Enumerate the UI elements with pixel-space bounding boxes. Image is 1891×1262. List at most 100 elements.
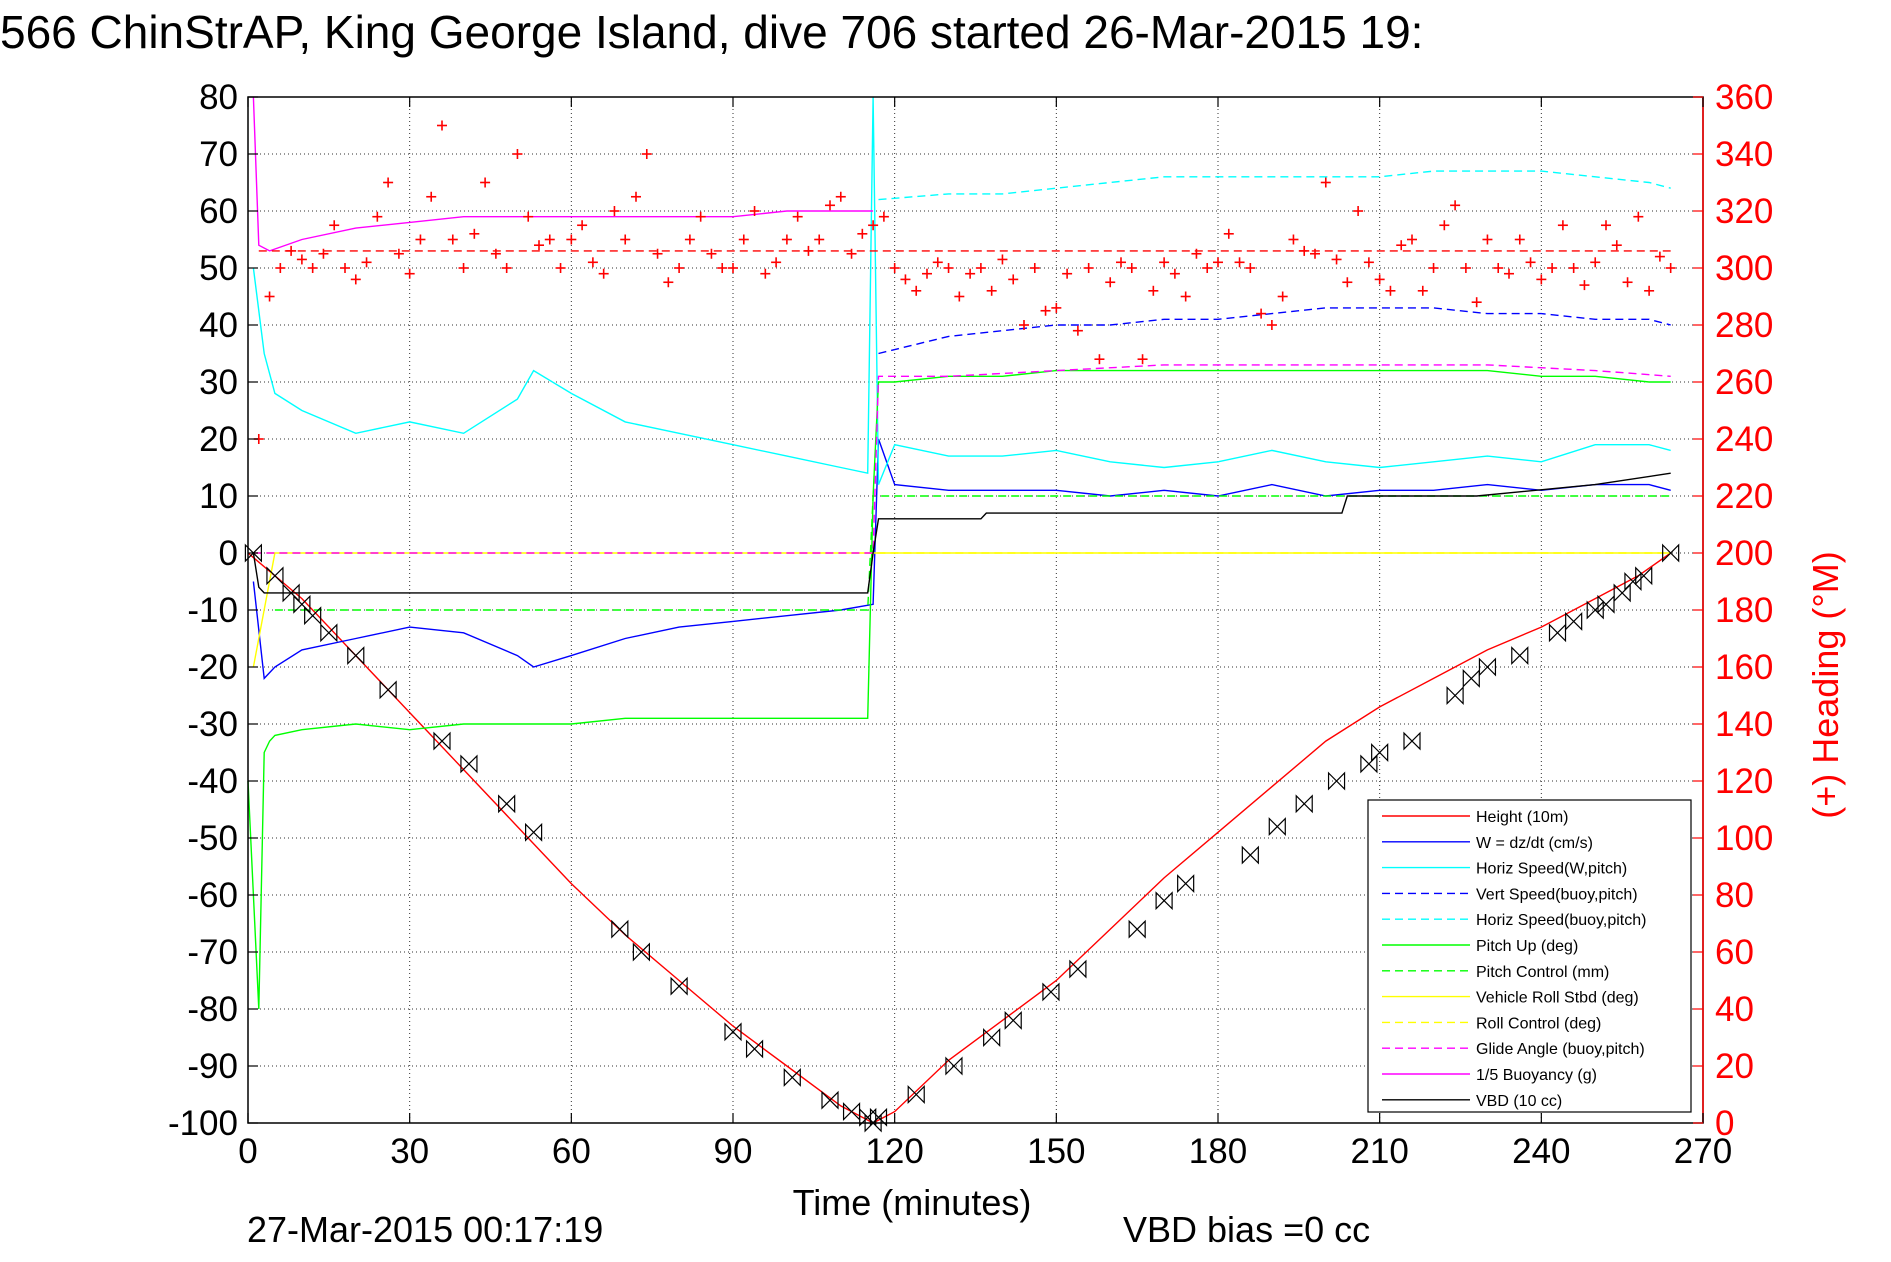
- depth-marker: [1511, 646, 1529, 666]
- heading-point: [286, 245, 297, 256]
- depth-marker: [1371, 743, 1389, 762]
- heading-point: [372, 211, 383, 222]
- heading-point: [1277, 291, 1288, 302]
- legend-label: W = dz/dt (cm/s): [1476, 835, 1593, 852]
- heading-point: [1504, 268, 1514, 279]
- depth-marker: [433, 731, 451, 751]
- y-tick-label: -40: [187, 762, 238, 801]
- heading-point: [1320, 177, 1331, 188]
- legend-label: Height (10m): [1476, 809, 1568, 826]
- heading-point: [437, 120, 447, 131]
- legend-label: Horiz Speed(W,pitch): [1476, 861, 1627, 878]
- heading-point: [1622, 277, 1633, 288]
- heading-point: [1213, 257, 1223, 268]
- heading-point: [1191, 248, 1202, 259]
- series-line-6: [274, 495, 1671, 611]
- heading-point: [684, 234, 695, 245]
- y-tick-label: -50: [187, 819, 238, 858]
- y-tick-label: 80: [199, 78, 238, 117]
- heading-point: [1428, 263, 1439, 273]
- depth-marker: [304, 606, 322, 626]
- y-right-tick-label: 60: [1715, 933, 1754, 972]
- heading-point: [1601, 220, 1611, 231]
- y-tick-label: -90: [187, 1047, 238, 1086]
- heading-point: [814, 234, 825, 245]
- heading-point: [1363, 257, 1374, 268]
- heading-point: [1256, 308, 1267, 319]
- series-line-10: [252, 96, 874, 252]
- y-tick-label: -10: [187, 591, 238, 630]
- heading-point: [1654, 251, 1665, 262]
- y-tick-label: 10: [199, 477, 238, 516]
- heading-point: [1644, 285, 1655, 296]
- y-tick-label: -100: [168, 1104, 238, 1143]
- heading-point: [954, 291, 965, 302]
- heading-point: [997, 254, 1008, 265]
- legend: Height (10m) W = dz/dt (cm/s) Horiz Speed(…: [1367, 799, 1692, 1113]
- heading-point: [620, 234, 631, 245]
- legend-box: [1367, 799, 1692, 1113]
- depth-marker: [1478, 657, 1497, 677]
- depth-marker: [1403, 731, 1421, 751]
- depth-marker: [1565, 611, 1583, 631]
- heading-point: [307, 263, 318, 273]
- heading-point: [264, 291, 275, 302]
- heading-point: [1665, 263, 1676, 273]
- depth-marker: [1635, 566, 1653, 586]
- heading-point: [1460, 263, 1471, 273]
- y-right-tick-label: 120: [1715, 762, 1773, 801]
- heading-point: [1040, 305, 1051, 316]
- depth-marker: [745, 1039, 764, 1059]
- heading-point: [943, 263, 954, 273]
- heading-point: [1482, 234, 1493, 245]
- y-right-tick-label: 100: [1715, 819, 1773, 858]
- depth-marker: [266, 566, 284, 586]
- depth-marker: [821, 1090, 839, 1110]
- series-line-3: [878, 307, 1671, 355]
- y-right-tick-label: 180: [1715, 591, 1773, 630]
- y-right-tick-label: 260: [1715, 363, 1773, 402]
- heading-point: [1557, 220, 1568, 231]
- heading-point: [760, 268, 771, 279]
- series-line-11: [252, 472, 1671, 594]
- heading-point: [523, 211, 534, 222]
- heading-point: [717, 263, 728, 273]
- legend-label: Vert Speed(buoy,pitch): [1476, 886, 1638, 903]
- heading-point: [1083, 263, 1094, 273]
- heading-point: [1407, 234, 1417, 245]
- series-line-4: [878, 170, 1671, 201]
- x-tick-label: 210: [1350, 1132, 1408, 1171]
- heading-point: [781, 234, 792, 245]
- x-tick-label: 240: [1512, 1132, 1570, 1171]
- x-tick-label: 120: [865, 1132, 923, 1171]
- heading-point: [771, 257, 782, 268]
- legend-label: 1/5 Buoyancy (g): [1476, 1067, 1597, 1084]
- x-axis-label: Time (minutes): [793, 1182, 1032, 1223]
- depth-marker: [1327, 771, 1346, 791]
- x-tick-label: 150: [1027, 1132, 1085, 1171]
- heading-point: [1159, 257, 1170, 268]
- depth-marker: [1295, 794, 1313, 814]
- x-tick-label: 60: [552, 1132, 591, 1171]
- heading-point: [878, 211, 889, 222]
- y-tick-label: -60: [187, 876, 238, 915]
- heading-point: [1331, 254, 1342, 265]
- y-right-tick-label: 300: [1715, 249, 1773, 288]
- heading-series: [253, 120, 1676, 444]
- heading-point: [728, 263, 738, 273]
- y-tick-label: 0: [219, 534, 238, 573]
- y-tick-label: -20: [187, 648, 238, 687]
- heading-point: [1493, 263, 1504, 273]
- y-tick-label: 40: [199, 306, 238, 345]
- heading-point: [296, 254, 307, 265]
- heading-point: [695, 211, 706, 222]
- heading-point: [631, 191, 641, 202]
- depth-marker: [1268, 817, 1286, 837]
- heading-point: [566, 234, 577, 245]
- y-right-tick-label: 240: [1715, 420, 1773, 459]
- x-tick-label: 270: [1674, 1132, 1732, 1171]
- axes: 0 30 60 90 120 150 180 210 240 270 80 70 60 50 40 30 20 1…: [168, 78, 1773, 1171]
- heading-point: [361, 257, 372, 268]
- heading-point: [857, 228, 868, 239]
- legend-label: Pitch Up (deg): [1476, 938, 1578, 955]
